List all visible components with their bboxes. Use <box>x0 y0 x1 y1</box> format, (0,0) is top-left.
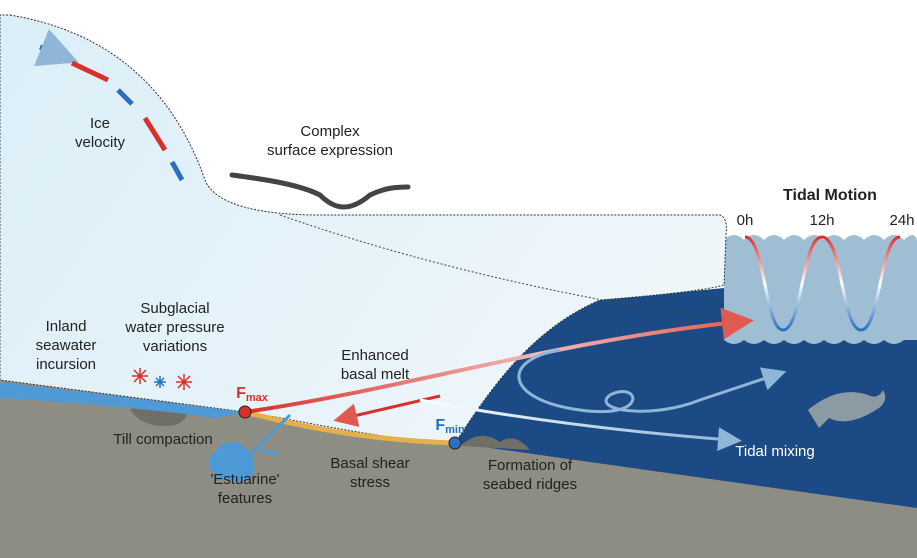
tidal-mixing-label: Tidal mixing <box>735 443 814 460</box>
label-line: surface expression <box>267 142 393 159</box>
label-line: stress <box>350 474 390 491</box>
surface-expression <box>229 172 411 210</box>
shape <box>70 60 110 83</box>
shape <box>34 29 79 67</box>
label-line: Subglacial <box>140 300 209 317</box>
label-line: Formation of <box>488 457 573 474</box>
tide-curve <box>744 235 901 332</box>
tidal-motion-title: Tidal Motion <box>783 187 877 204</box>
label-line: F <box>435 417 445 434</box>
label-line: Enhanced <box>341 347 409 364</box>
basal-shear-label: Basal shear stress <box>330 455 409 491</box>
seabed <box>0 380 917 558</box>
tide-time: 24h <box>889 212 914 229</box>
label-line: Ice <box>90 115 110 132</box>
label-line: basal melt <box>341 366 410 383</box>
mixing-arrow <box>419 398 742 452</box>
mixing-loop <box>517 348 787 413</box>
label-line: min <box>445 424 465 436</box>
label-line: F <box>236 385 246 402</box>
label-line: incursion <box>36 356 96 373</box>
label-line: Complex <box>300 123 360 140</box>
seawater-wedge <box>0 382 245 418</box>
label-line: 'Estuarine' <box>210 471 279 488</box>
ice-velocity-label: Ice velocity <box>75 115 126 151</box>
shape <box>116 88 134 106</box>
surface-expression-label: Complex surface expression <box>267 123 393 159</box>
grounding-dashed <box>279 214 721 321</box>
shape <box>176 374 192 390</box>
ice-velocity-arrows <box>34 29 185 182</box>
melt-arrow <box>244 307 754 414</box>
label-line: Basal shear <box>330 455 409 472</box>
estuarine-feature <box>208 413 292 482</box>
shape <box>154 376 166 388</box>
label-line: variations <box>143 338 207 355</box>
label-line: seabed ridges <box>483 476 577 493</box>
pressure-stars <box>132 368 192 390</box>
water-pressure-label: Subglacial water pressure variations <box>124 300 224 355</box>
label-line: max <box>246 392 269 404</box>
f-max-point <box>238 405 252 419</box>
label-line: water pressure <box>124 319 224 336</box>
shape <box>142 116 168 152</box>
label-line: velocity <box>75 134 126 151</box>
shape <box>169 160 185 182</box>
basal-shear-band <box>244 409 456 446</box>
f-min-point <box>448 436 462 450</box>
f-max-label: Fmax <box>236 385 269 404</box>
seal <box>808 390 886 428</box>
label-line: Inland <box>46 318 87 335</box>
till-compaction-label: Till compaction <box>113 431 212 448</box>
seabed-ridges-label: Formation of seabed ridges <box>483 457 577 493</box>
ice-sheet <box>0 14 727 444</box>
shape <box>132 368 148 384</box>
tide-time: 0h <box>737 212 754 229</box>
label-line: seawater <box>36 337 97 354</box>
label-line: features <box>218 490 272 507</box>
seabed-ridge <box>460 435 530 450</box>
basal-melt-label: Enhanced basal melt <box>341 347 410 383</box>
inland-incursion-label: Inland seawater incursion <box>36 318 97 373</box>
f-min-label: Fmin <box>435 417 465 436</box>
tide-time: 12h <box>809 212 834 229</box>
estuarine-label: 'Estuarine' features <box>210 471 279 507</box>
ocean <box>455 288 917 510</box>
